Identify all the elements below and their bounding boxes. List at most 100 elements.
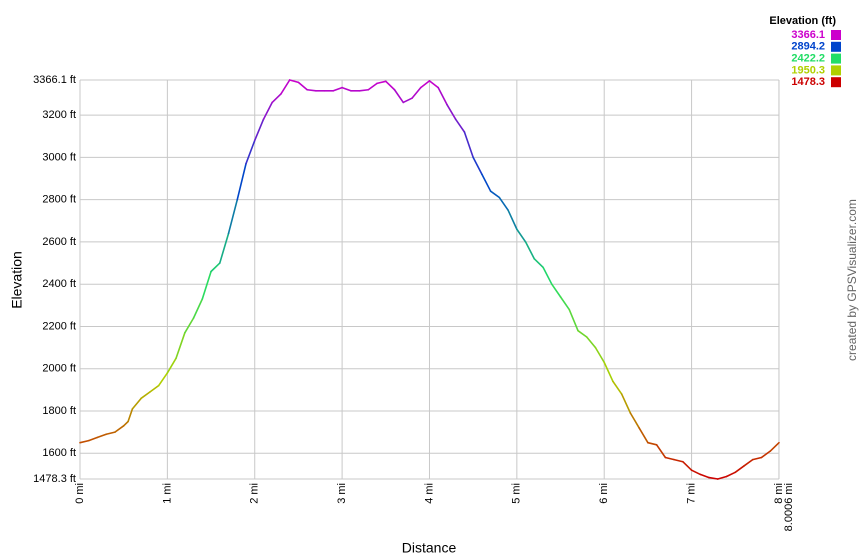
elevation-segment: [149, 384, 160, 393]
legend-label: 1950.3: [791, 64, 825, 76]
elevation-segment: [481, 173, 492, 192]
elevation-segment: [559, 296, 571, 311]
elevation-segment: [280, 79, 291, 95]
elevation-segment: [655, 444, 667, 459]
elevation-segment: [114, 425, 125, 433]
elevation-segment: [402, 97, 413, 104]
elevation-segment: [105, 431, 116, 436]
y-tick-label: 2800 ft: [42, 194, 76, 206]
credit: created by GPSVisualizer.com: [845, 199, 859, 361]
elevation-segment: [489, 190, 501, 199]
legend-label: 2422.2: [791, 53, 825, 65]
elevation-segment: [498, 196, 509, 212]
elevation-segment: [454, 118, 466, 133]
elevation-segment: [568, 308, 579, 332]
elevation-segment: [437, 86, 448, 106]
legend-label: 1478.3: [791, 76, 825, 88]
x-tick-label: 2 mi: [249, 483, 261, 504]
elevation-segment: [175, 332, 186, 359]
y-tick-label: 3366.1 ft: [33, 74, 76, 86]
elevation-segment: [184, 317, 195, 334]
elevation-segment: [550, 283, 562, 298]
elevation-segment: [411, 86, 422, 99]
elevation-segment: [236, 162, 247, 201]
elevation-segment: [725, 471, 737, 478]
elevation-segment: [507, 209, 518, 231]
legend-title: Elevation (ft): [769, 15, 836, 27]
elevation-segment: [341, 86, 352, 92]
elevation-segment: [271, 93, 282, 104]
elevation-segment: [716, 475, 728, 480]
y-tick-label: 2400 ft: [42, 278, 76, 290]
elevation-segment: [96, 433, 108, 439]
legend-swatch: [831, 53, 841, 64]
elevation-segment: [542, 266, 553, 285]
elevation-segment: [201, 270, 212, 300]
elevation-segment: [516, 228, 527, 243]
elevation-segment: [751, 456, 763, 461]
elevation-segment: [664, 456, 675, 461]
elevation-segment: [227, 198, 239, 235]
x-tick-label: 4 mi: [423, 483, 435, 504]
legend-swatch: [831, 77, 841, 88]
elevation-segment: [647, 441, 658, 446]
x-tick-label: 8 mi: [773, 483, 785, 504]
elevation-segment: [629, 412, 640, 429]
elevation-segment: [533, 258, 544, 269]
y-tick-label: 2000 ft: [42, 363, 76, 375]
elevation-segment: [612, 380, 623, 395]
elevation-segment: [262, 101, 274, 121]
elevation-segment: [253, 118, 265, 142]
x-tick-label: 8.0006 mi: [783, 483, 795, 531]
elevation-segment: [297, 81, 308, 91]
elevation-segment: [690, 469, 702, 476]
elevation-segment: [620, 393, 632, 414]
y-tick-label: 3000 ft: [42, 151, 76, 163]
elevation-segment: [699, 473, 710, 479]
y-tick-label: 3200 ft: [42, 109, 76, 121]
elevation-segment: [210, 262, 221, 273]
y-tick-label: 1800 ft: [42, 405, 76, 417]
elevation-segment: [419, 80, 431, 89]
elevation-segment: [358, 88, 370, 92]
elevation-segment: [393, 88, 405, 104]
y-tick-label: 1478.3 ft: [33, 473, 76, 485]
elevation-segment: [524, 241, 536, 260]
elevation-segment: [376, 80, 387, 85]
elevation-segment: [743, 458, 754, 467]
elevation-segment: [472, 156, 483, 176]
legend-swatch: [831, 65, 841, 76]
x-tick-label: 7 mi: [685, 483, 697, 504]
y-axis-title: Elevation: [9, 251, 25, 309]
elevation-segment: [734, 465, 745, 474]
y-tick-label: 2600 ft: [42, 236, 76, 248]
legend-label: 3366.1: [791, 29, 825, 41]
elevation-segment: [166, 357, 177, 374]
elevation-segment: [577, 329, 588, 338]
y-tick-label: 1600 ft: [42, 447, 76, 459]
x-tick-label: 0 mi: [74, 483, 86, 504]
elevation-segment: [122, 420, 129, 427]
elevation-segment: [245, 139, 256, 165]
legend-swatch: [831, 30, 841, 40]
elevation-segment: [218, 232, 230, 264]
elevation-segment: [127, 408, 134, 423]
elevation-segment: [463, 131, 474, 159]
elevation-segment: [79, 439, 90, 444]
elevation-segment: [594, 346, 606, 364]
elevation-segment: [760, 450, 772, 459]
elevation-segment: [140, 391, 151, 400]
elevation-segment: [769, 441, 780, 452]
elevation-segment: [603, 361, 614, 383]
x-tick-label: 3 mi: [336, 483, 348, 504]
y-tick-label: 2200 ft: [42, 320, 76, 332]
elevation-segment: [682, 460, 693, 471]
elevation-segment: [708, 476, 719, 480]
x-tick-label: 6 mi: [598, 483, 610, 504]
x-tick-label: 5 mi: [511, 483, 523, 504]
elevation-segment: [306, 88, 317, 92]
elevation-segment: [384, 80, 396, 91]
legend-label: 2894.2: [791, 41, 825, 53]
elevation-segment: [367, 82, 378, 91]
